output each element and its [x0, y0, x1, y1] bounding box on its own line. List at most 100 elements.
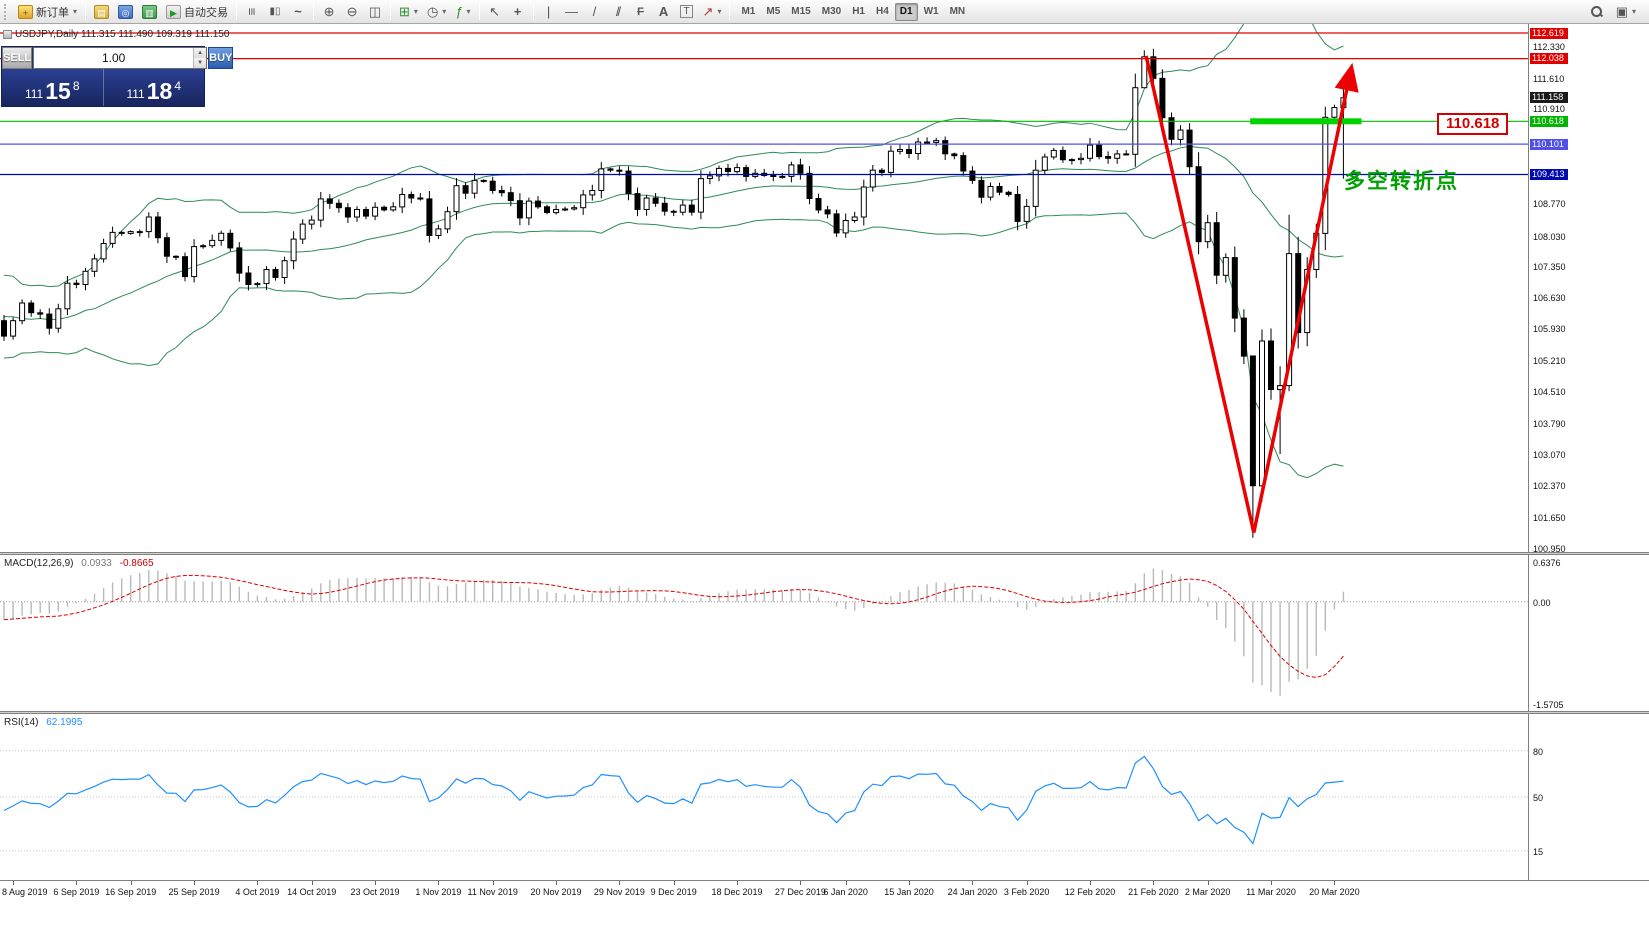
tf-w1-button[interactable]: W1 — [919, 3, 944, 21]
zoom-in-button[interactable]: ⊕ — [318, 2, 340, 22]
buy-button[interactable]: BUY — [208, 47, 234, 69]
fibonacci-icon: F — [637, 5, 644, 18]
profiles-button[interactable]: ▤ — [90, 2, 113, 22]
text-label-button[interactable]: T — [676, 2, 698, 22]
buy-price-display[interactable]: 111 18 4 — [102, 69, 205, 106]
date-axis-label: 24 Jan 2020 — [947, 887, 998, 897]
clock-icon: ◷ — [426, 4, 439, 19]
new-order-button[interactable]: + 新订单 ▾ — [14, 2, 81, 22]
cursor-icon: ↖ — [489, 4, 500, 19]
panel-divider[interactable] — [0, 711, 1649, 714]
rsi-label: RSI(14) 62.1995 — [4, 717, 82, 728]
terminal-button[interactable]: ▥ — [138, 2, 161, 22]
price-axis-label: 0.00 — [1533, 597, 1551, 608]
trendline-button[interactable]: / — [584, 2, 606, 22]
main-chart[interactable]: USDJPY,Daily 111.315 111.490 109.319 111… — [0, 24, 1528, 552]
date-tick — [375, 881, 377, 885]
bar-chart-icon: ≡ — [244, 7, 260, 16]
navigator-button[interactable]: ◎ — [114, 2, 137, 22]
new-chart-button[interactable]: ⊞ ▾ — [395, 2, 422, 22]
channel-button[interactable]: // — [607, 2, 629, 22]
search-button[interactable] — [1586, 2, 1608, 22]
autotrading-button[interactable]: ▶ 自动交易 — [162, 2, 232, 22]
rsi-chart[interactable] — [0, 714, 1528, 880]
fibonacci-button[interactable]: F — [630, 2, 652, 22]
indicators-button[interactable]: ƒ ▾ — [451, 2, 474, 22]
date-axis-label: 21 Feb 2020 — [1128, 887, 1179, 897]
autotrading-icon: ▶ — [166, 4, 182, 19]
layouts-icon: ▣ — [1615, 4, 1628, 19]
candlestick-chart-button[interactable]: ▮▯ — [264, 2, 286, 22]
zoom-out-button[interactable]: ⊖ — [341, 2, 363, 22]
tf-m1-button[interactable]: M1 — [736, 3, 760, 21]
price-axis-label: 101.650 — [1533, 513, 1566, 524]
toolbar-separator — [313, 3, 315, 20]
toolbar-separator — [236, 3, 238, 20]
arrows-button[interactable]: ↗ ▾ — [699, 2, 726, 22]
date-tick — [972, 881, 974, 885]
cursor-button[interactable]: ↖ — [484, 2, 506, 22]
line-chart-button[interactable]: ~ — [287, 2, 309, 22]
vertical-line-icon: | — [546, 4, 551, 19]
tf-m30-button[interactable]: M30 — [817, 3, 846, 21]
price-axis[interactable]: 112.330 111.610 110.910 108.770 108.030 107.3… — [1528, 24, 1649, 904]
sell-price-display[interactable]: 111 15 8 — [2, 69, 103, 106]
rsi-value: 62.1995 — [46, 717, 83, 728]
crosshair-icon: + — [513, 4, 522, 19]
horizontal-line-icon: — — [565, 4, 579, 19]
text-button[interactable]: A — [653, 2, 675, 22]
text-icon: A — [658, 4, 669, 19]
tf-m5-button[interactable]: M5 — [761, 3, 785, 21]
sell-button[interactable]: SELL — [2, 47, 33, 69]
tf-m15-button[interactable]: M15 — [786, 3, 815, 21]
date-tick — [13, 881, 15, 885]
price-axis-label: 103.070 — [1533, 450, 1566, 461]
toolbar-right: ▣ ▾ — [1586, 2, 1640, 22]
date-axis[interactable]: 8 Aug 2019 6 Sep 2019 16 Sep 2019 25 Sep 20… — [0, 880, 1649, 904]
crosshair-button[interactable]: + — [507, 2, 529, 22]
toolbar-separator — [390, 3, 392, 20]
date-tick — [1271, 881, 1272, 885]
tile-windows-icon: ◫ — [368, 4, 382, 19]
tf-h1-button[interactable]: H1 — [847, 3, 870, 21]
candlestick-chart[interactable] — [0, 24, 1528, 552]
tile-windows-button[interactable]: ◫ — [364, 2, 386, 22]
panel-divider[interactable] — [0, 552, 1649, 555]
price-axis-label: 15 — [1533, 846, 1544, 857]
terminal-icon: ▥ — [142, 4, 158, 19]
layouts-button[interactable]: ▣ ▾ — [1612, 2, 1640, 22]
date-axis-label: 15 Jan 2020 — [884, 887, 934, 897]
macd-chart[interactable] — [0, 555, 1528, 711]
bar-chart-button[interactable]: ≡ — [241, 2, 263, 22]
lot-increase-button[interactable]: ▲ — [194, 48, 207, 58]
date-axis-label: 25 Sep 2019 — [168, 887, 220, 897]
date-tick — [1090, 881, 1091, 885]
search-icon — [1590, 5, 1603, 18]
timeframe-toolbar: M1 M5 M15 M30 H1 H4 D1 W1 MN — [736, 2, 971, 21]
price-axis-label: 105.930 — [1533, 324, 1566, 335]
price-line-label: 112.038 — [1530, 53, 1568, 65]
lot-decrease-button[interactable]: ▼ — [194, 58, 207, 68]
tf-d1-button[interactable]: D1 — [894, 2, 918, 21]
periods-button[interactable]: ◷ ▾ — [423, 2, 450, 22]
macd-panel[interactable]: MACD(12,26,9) 0.0933 -0.8665 — [0, 555, 1528, 711]
toolbar-separator — [478, 3, 480, 20]
date-axis-label: 14 Oct 2019 — [287, 887, 337, 897]
lot-size-input[interactable] — [34, 48, 194, 68]
toolbar-grip[interactable] — [4, 3, 9, 20]
date-axis-label: 11 Nov 2019 — [467, 887, 518, 897]
price-axis-label: 108.770 — [1533, 198, 1566, 209]
tf-mn-button[interactable]: MN — [945, 3, 971, 21]
tf-h4-button[interactable]: H4 — [871, 3, 894, 21]
date-tick — [800, 881, 802, 885]
horizontal-line-button[interactable]: — — [561, 2, 583, 22]
new-order-icon: + — [18, 4, 33, 19]
sell-price-frac: 8 — [72, 79, 80, 93]
rsi-panel[interactable]: RSI(14) 62.1995 — [0, 714, 1528, 880]
date-axis-label: 3 Feb 2020 — [1003, 887, 1050, 897]
date-axis-label: 6 Sep 2019 — [53, 887, 100, 897]
date-tick — [619, 881, 621, 885]
price-line-label: 110.618 — [1530, 115, 1568, 127]
vertical-line-button[interactable]: | — [538, 2, 560, 22]
price-axis-label: 110.910 — [1533, 104, 1565, 115]
